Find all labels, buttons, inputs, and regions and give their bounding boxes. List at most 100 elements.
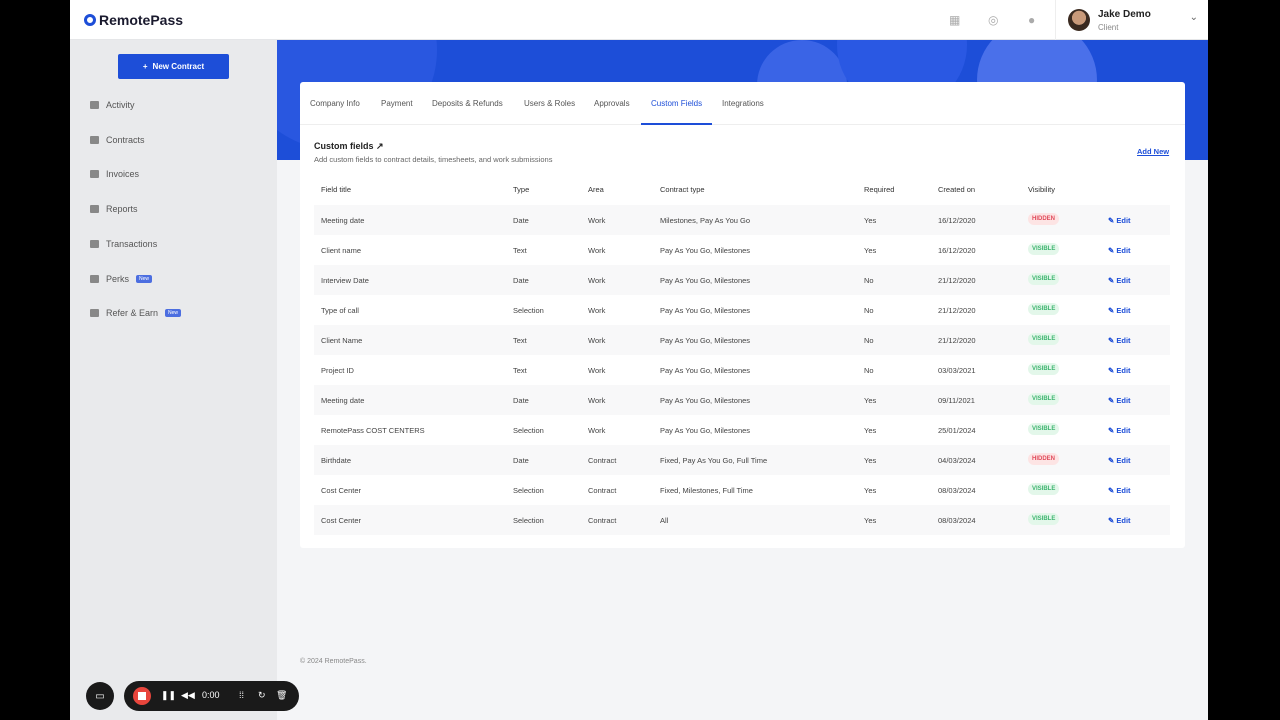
pencil-icon: ✎ <box>1108 426 1115 435</box>
invoice-icon <box>90 170 99 179</box>
edit-button[interactable]: ✎ Edit <box>1108 396 1131 405</box>
edit-button[interactable]: ✎ Edit <box>1108 366 1131 375</box>
table-row: RemotePass COST CENTERS Selection Work Pay … <box>314 415 1170 445</box>
edit-button[interactable]: ✎ Edit <box>1108 246 1131 255</box>
table-cell: Cost Center <box>321 486 362 495</box>
edit-label: Edit <box>1116 426 1131 435</box>
table-cell: Work <box>588 426 606 435</box>
edit-button[interactable]: ✎ Edit <box>1108 306 1131 315</box>
tab-approvals[interactable]: Approvals <box>594 99 630 108</box>
tab-users-roles[interactable]: Users & Roles <box>524 99 576 108</box>
table-cell: Fixed, Milestones, Full Time <box>660 486 753 495</box>
table-cell: Interview Date <box>321 276 369 285</box>
edit-button[interactable]: ✎ Edit <box>1108 216 1131 225</box>
settings-card: Company Info Payment Deposits & Refunds Use… <box>300 82 1185 548</box>
visibility-badge: VISIBLE <box>1028 363 1060 375</box>
pencil-icon: ✎ <box>1108 246 1115 255</box>
table-cell: 21/12/2020 <box>938 276 976 285</box>
edit-label: Edit <box>1116 246 1131 255</box>
sidebar-item-invoices[interactable]: Invoices <box>90 169 139 179</box>
trash-icon[interactable]: 🗑 <box>276 690 288 700</box>
edit-button[interactable]: ✎ Edit <box>1108 486 1131 495</box>
visibility-badge: VISIBLE <box>1028 243 1060 255</box>
column-header: Created on <box>938 185 976 194</box>
tab-integrations[interactable]: Integrations <box>722 99 764 108</box>
sidebar-item-contracts[interactable]: Contracts <box>90 135 145 145</box>
tab-deposits-refunds[interactable]: Deposits & Refunds <box>432 99 503 108</box>
table-cell: Text <box>513 336 527 345</box>
table-cell: Pay As You Go, Milestones <box>660 246 751 255</box>
table-cell: Pay As You Go, Milestones <box>660 366 751 375</box>
tab-custom-fields[interactable]: Custom Fields <box>651 99 703 108</box>
globe-icon[interactable]: ◎ <box>988 13 999 27</box>
table-cell: Work <box>588 276 606 285</box>
recorder-time: 0:00 <box>202 690 220 700</box>
sidebar-item-perks[interactable]: Perks New <box>90 274 153 284</box>
table-cell: Selection <box>513 306 544 315</box>
table-cell: Yes <box>864 426 877 435</box>
table-row: Type of call Selection Work Pay As You Go, … <box>314 295 1170 325</box>
visibility-badge: VISIBLE <box>1028 273 1060 285</box>
bell-icon[interactable]: ● <box>1028 13 1036 27</box>
rewind-button[interactable]: ◀◀ <box>181 690 195 700</box>
sidebar-item-activity[interactable]: Activity <box>90 100 135 110</box>
visibility-badge: VISIBLE <box>1028 393 1060 405</box>
column-header: Field title <box>321 185 352 194</box>
stop-button[interactable] <box>133 687 151 705</box>
pie-icon <box>90 205 99 214</box>
table-cell: Date <box>513 276 529 285</box>
edit-button[interactable]: ✎ Edit <box>1108 456 1131 465</box>
new-contract-button[interactable]: + New Contract <box>118 54 229 79</box>
edit-button[interactable]: ✎ Edit <box>1108 426 1131 435</box>
table-cell: Pay As You Go, Milestones <box>660 306 751 315</box>
table-cell: 08/03/2024 <box>938 516 976 525</box>
edit-button[interactable]: ✎ Edit <box>1108 516 1131 525</box>
tab-payment[interactable]: Payment <box>381 99 413 108</box>
external-link-icon[interactable]: ↗ <box>376 141 384 151</box>
table-cell: Yes <box>864 456 877 465</box>
table-cell: 03/03/2021 <box>938 366 976 375</box>
top-bar: RemotePass ▦ ◎ ● Jake Demo Client ⌄ <box>70 0 1208 40</box>
chevron-down-icon[interactable]: ⌄ <box>1189 12 1198 23</box>
visibility-badge: VISIBLE <box>1028 513 1060 525</box>
tab-company-info[interactable]: Company Info <box>310 99 360 108</box>
table-cell: Client name <box>321 246 362 255</box>
table-cell: 04/03/2024 <box>938 456 976 465</box>
sidebar-item-reports[interactable]: Reports <box>90 204 138 214</box>
grid-icon[interactable]: ⁞⁞ <box>239 690 245 700</box>
sidebar-item-transactions[interactable]: Transactions <box>90 239 157 249</box>
user-menu[interactable]: Jake Demo Client ⌄ <box>1055 0 1208 40</box>
recorder-toolbar: ❚❚ ◀◀ 0:00 ⁞⁞ ↻ 🗑 <box>124 681 299 711</box>
table-cell: Date <box>513 456 529 465</box>
logo-icon <box>84 14 96 26</box>
new-contract-label: New Contract <box>152 62 205 71</box>
pause-button[interactable]: ❚❚ <box>161 690 177 700</box>
restart-icon[interactable]: ↻ <box>258 690 266 700</box>
contract-icon <box>90 135 99 144</box>
visibility-badge: HIDDEN <box>1028 453 1060 465</box>
new-badge: New <box>165 309 182 318</box>
camera-button[interactable]: ▭ <box>86 682 114 710</box>
visibility-badge: VISIBLE <box>1028 423 1060 435</box>
edit-button[interactable]: ✎ Edit <box>1108 336 1131 345</box>
logo[interactable]: RemotePass <box>84 12 183 28</box>
sidebar-item-refer-earn[interactable]: Refer & Earn New <box>90 308 182 318</box>
table-cell: Yes <box>864 396 877 405</box>
plus-icon: + <box>142 62 148 71</box>
edit-label: Edit <box>1116 216 1131 225</box>
calendar-icon[interactable]: ▦ <box>949 13 961 27</box>
section-title: Custom fields ↗ <box>314 141 384 151</box>
table-cell: Project ID <box>321 366 354 375</box>
edit-label: Edit <box>1116 336 1131 345</box>
edit-button[interactable]: ✎ Edit <box>1108 276 1131 285</box>
table-cell: Meeting date <box>321 396 365 405</box>
table-cell: 25/01/2024 <box>938 426 976 435</box>
add-new-link[interactable]: Add New <box>1137 147 1170 156</box>
visibility-badge: VISIBLE <box>1028 303 1060 315</box>
visibility-badge: VISIBLE <box>1028 333 1060 345</box>
table-cell: Pay As You Go, Milestones <box>660 276 751 285</box>
pencil-icon: ✎ <box>1108 456 1115 465</box>
table-cell: Pay As You Go, Milestones <box>660 396 751 405</box>
sidebar-item-label: Contracts <box>106 134 145 145</box>
table-row: Cost Center Selection Contract All Yes 08/03/… <box>314 505 1170 535</box>
